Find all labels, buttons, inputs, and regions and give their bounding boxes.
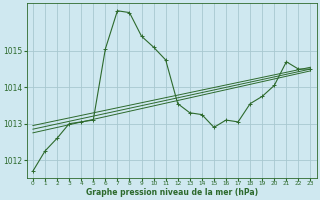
- X-axis label: Graphe pression niveau de la mer (hPa): Graphe pression niveau de la mer (hPa): [86, 188, 258, 197]
